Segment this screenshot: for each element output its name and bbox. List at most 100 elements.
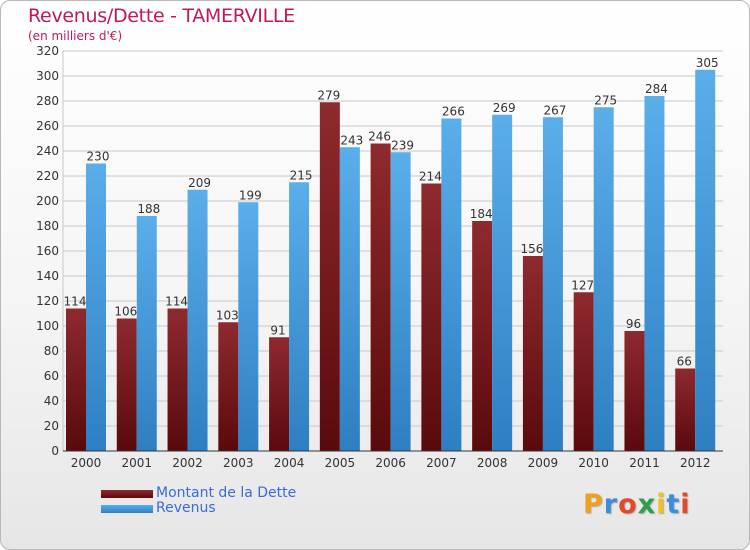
value-label: 91 — [270, 323, 285, 337]
bar-dette — [421, 183, 442, 451]
x-tick-label: 2001 — [121, 456, 152, 470]
y-tick-label: 300 — [36, 69, 59, 83]
bar-revenus — [86, 163, 106, 451]
bar-dette — [269, 337, 290, 451]
proxiti-logo: Proxiti — [583, 489, 691, 520]
y-tick-label: 220 — [36, 169, 59, 183]
legend-label-dette: Montant de la Dette — [156, 485, 297, 501]
bar-revenus — [339, 147, 360, 451]
value-label: 103 — [216, 308, 239, 322]
x-tick-label: 2010 — [578, 456, 609, 470]
y-tick-label: 80 — [44, 344, 59, 358]
y-axis-labels: 0 20 40 60 80 100 120 140 160 180 200 220 240 260 280 3… — [36, 44, 59, 458]
x-tick-label: 2003 — [223, 456, 254, 470]
value-label: 188 — [137, 202, 160, 216]
logo-letter: t — [666, 489, 681, 520]
value-label: 114 — [64, 295, 87, 309]
bar-dette — [472, 221, 493, 451]
bar-revenus — [542, 117, 563, 451]
logo-letter: i — [680, 489, 691, 520]
bar-revenus — [136, 216, 157, 451]
bar-dette — [66, 308, 86, 451]
x-tick-label: 2012 — [680, 456, 711, 470]
value-label: 266 — [442, 105, 465, 119]
logo-letter: P — [583, 489, 604, 520]
legend-swatch-revenus — [101, 505, 153, 513]
value-label: 66 — [677, 355, 692, 369]
value-labels: 114 230 106 188 114 209 103 199 91 215 279 243 24623… — [64, 56, 719, 369]
bar-revenus — [492, 114, 513, 451]
x-tick-label: 2002 — [172, 456, 203, 470]
bar-revenus — [289, 182, 310, 451]
bar-dette — [218, 322, 239, 451]
x-tick-label: 2009 — [528, 456, 559, 470]
value-label: 156 — [520, 242, 543, 256]
bar-revenus — [390, 152, 411, 451]
bar-dette — [573, 292, 594, 451]
value-label: 305 — [696, 56, 719, 70]
value-label: 279 — [317, 88, 340, 102]
value-label: 106 — [114, 305, 137, 319]
bar-revenus — [695, 69, 716, 451]
value-label: 214 — [419, 170, 442, 184]
logo-letter: x — [637, 489, 657, 520]
value-label: 246 — [368, 130, 391, 144]
bar-revenus — [238, 202, 259, 451]
bar-dette — [319, 102, 340, 451]
y-tick-label: 0 — [51, 444, 59, 458]
x-tick-label: 2005 — [325, 456, 356, 470]
x-tick-label: 2006 — [375, 456, 406, 470]
bar-series — [66, 69, 716, 451]
value-label: 127 — [571, 278, 594, 292]
y-tick-label: 140 — [36, 269, 59, 283]
value-label: 243 — [340, 133, 363, 147]
chart-subtitle: (en milliers d'€) — [28, 29, 123, 43]
value-label: 275 — [594, 93, 617, 107]
bar-revenus — [593, 107, 614, 451]
bar-revenus — [644, 96, 665, 451]
y-tick-label: 200 — [36, 194, 59, 208]
value-label: 215 — [290, 168, 313, 182]
y-tick-label: 120 — [36, 294, 59, 308]
x-tick-label: 2004 — [274, 456, 305, 470]
value-label: 230 — [87, 150, 110, 164]
bar-dette — [675, 368, 696, 451]
y-tick-label: 160 — [36, 244, 59, 258]
value-label: 199 — [239, 188, 262, 202]
chart-title: Revenus/Dette - TAMERVILLE — [28, 5, 295, 27]
value-label: 184 — [470, 207, 493, 221]
bar-dette — [167, 308, 188, 451]
y-tick-label: 20 — [44, 419, 59, 433]
x-tick-label: 2000 — [71, 456, 102, 470]
legend-label-revenus: Revenus — [156, 500, 216, 516]
y-tick-label: 100 — [36, 319, 59, 333]
value-label: 209 — [188, 176, 211, 190]
logo-letter: i — [656, 489, 667, 520]
bar-revenus — [187, 189, 208, 451]
y-tick-label: 260 — [36, 119, 59, 133]
y-tick-label: 240 — [36, 144, 59, 158]
y-tick-label: 60 — [44, 369, 59, 383]
value-label: 239 — [391, 138, 414, 152]
x-tick-label: 2007 — [426, 456, 457, 470]
value-label: 284 — [645, 82, 668, 96]
legend-swatch-dette — [101, 490, 153, 498]
bar-dette — [370, 143, 391, 451]
y-tick-label: 180 — [36, 219, 59, 233]
logo-letter: o — [618, 489, 638, 520]
value-label: 96 — [626, 317, 641, 331]
bar-dette — [522, 256, 543, 451]
bar-dette — [116, 318, 137, 451]
value-label: 267 — [543, 103, 566, 117]
y-tick-label: 280 — [36, 94, 59, 108]
x-tick-label: 2008 — [477, 456, 508, 470]
x-axis-labels: 2000 2001 2002 2003 2004 2005 2006 2007 2008 2009… — [71, 456, 711, 470]
x-tick-label: 2011 — [629, 456, 660, 470]
logo-letter: r — [603, 489, 619, 520]
bar-dette — [624, 331, 645, 451]
value-label: 269 — [493, 101, 516, 115]
bar-revenus — [441, 118, 462, 451]
y-tick-label: 40 — [44, 394, 59, 408]
